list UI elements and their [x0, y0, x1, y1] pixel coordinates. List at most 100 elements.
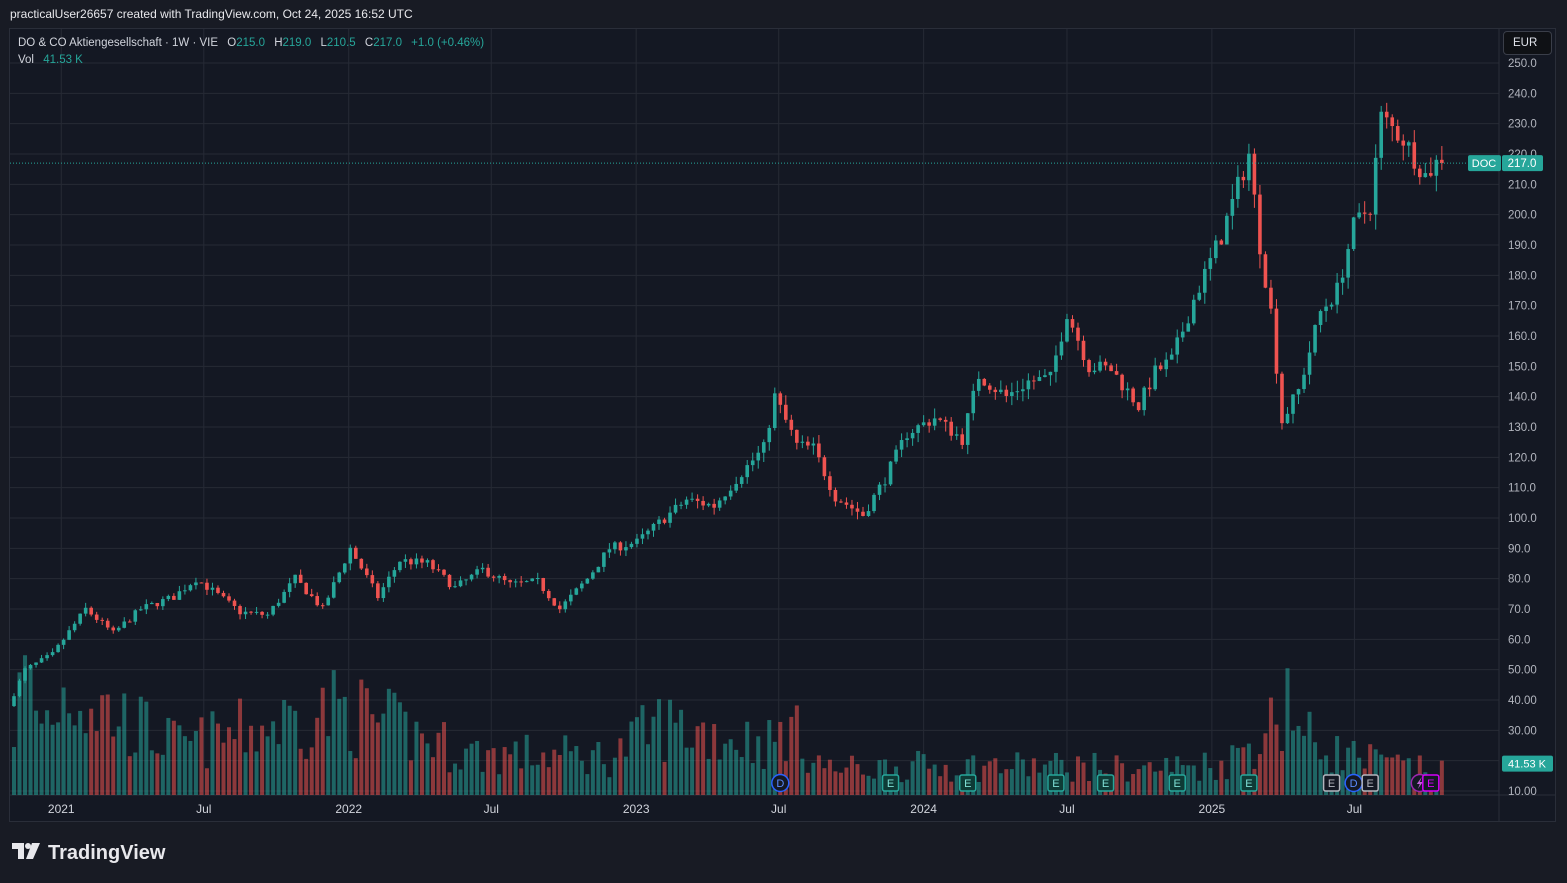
- candle: [61, 638, 66, 650]
- candle-body: [806, 441, 810, 446]
- candle-body: [1440, 159, 1444, 164]
- candle-body: [795, 429, 799, 443]
- candle: [1379, 105, 1384, 170]
- candle-body: [695, 498, 700, 501]
- candle-body: [1180, 331, 1185, 338]
- candlestick-chart[interactable]: 250.0240.0230.0220.0210.0200.0190.0180.0…: [10, 29, 1555, 821]
- candle-body: [177, 591, 182, 600]
- event-marker-e[interactable]: E: [1047, 774, 1065, 792]
- volume-bar: [188, 740, 193, 795]
- candle: [1401, 134, 1406, 161]
- volume-bar: [541, 752, 546, 795]
- candle: [965, 412, 970, 455]
- volume-bar: [756, 736, 761, 795]
- event-marker-e[interactable]: E: [1361, 774, 1379, 792]
- candle: [651, 522, 656, 537]
- candle: [1280, 371, 1284, 430]
- volume-bar: [645, 744, 650, 795]
- volume-label[interactable]: Vol: [18, 54, 34, 66]
- event-marker-e[interactable]: E: [881, 774, 900, 792]
- candle-body: [552, 598, 557, 606]
- event-marker-e[interactable]: E: [1422, 774, 1440, 792]
- tradingview-logo[interactable]: TradingView: [12, 842, 165, 865]
- candle: [712, 498, 716, 515]
- event-marker-e[interactable]: E: [1322, 774, 1341, 792]
- candle-body: [216, 587, 220, 593]
- candle-body: [83, 607, 88, 614]
- candle-body: [1015, 391, 1020, 393]
- candle-body: [464, 579, 468, 581]
- volume-bar: [370, 714, 375, 795]
- candle-body: [894, 449, 898, 462]
- volume-bar: [910, 761, 915, 795]
- candle-body: [172, 595, 176, 600]
- event-marker-d[interactable]: D: [1344, 773, 1363, 793]
- candle: [243, 607, 248, 620]
- candle-body: [833, 489, 838, 502]
- candle: [1032, 375, 1036, 390]
- volume-bar: [116, 726, 121, 795]
- volume-value: 41.53 K: [43, 54, 83, 66]
- chart-panel[interactable]: 250.0 240.0 230.0 220.0 210.0 200.0 190.0 180.0…: [9, 28, 1556, 822]
- candle-body: [205, 582, 209, 590]
- candle-body: [657, 519, 661, 524]
- candle: [629, 541, 634, 549]
- volume-bar: [1318, 759, 1323, 795]
- candle-body: [56, 644, 60, 653]
- volume-bar: [254, 751, 259, 795]
- candle: [1274, 299, 1279, 384]
- candle-body: [1291, 394, 1295, 414]
- event-marker-e[interactable]: E: [1096, 774, 1115, 792]
- symbol-label[interactable]: DO & CO Aktiengesellschaft · 1W · VIE: [18, 37, 219, 49]
- candle-body: [767, 427, 772, 443]
- candle-body: [387, 576, 391, 588]
- volume-bar: [1368, 744, 1373, 795]
- volume-bar: [408, 760, 413, 795]
- candle-body: [574, 588, 579, 595]
- candle: [1373, 144, 1378, 230]
- volume-bar: [1274, 724, 1279, 795]
- volume-bar: [932, 764, 937, 795]
- candle-body: [45, 655, 49, 659]
- candle: [806, 436, 810, 450]
- earnings-marker-label: E: [1245, 778, 1252, 790]
- volume-bar: [1015, 752, 1020, 795]
- volume-bar: [436, 732, 441, 795]
- volume-bar: [1158, 770, 1163, 795]
- event-marker-d[interactable]: D: [771, 773, 790, 793]
- candle-body: [1004, 389, 1009, 396]
- candle-body: [1241, 176, 1246, 181]
- candle-body: [442, 569, 446, 575]
- candle-body: [1169, 354, 1174, 360]
- volume-bar: [232, 739, 237, 795]
- candle: [1368, 212, 1372, 222]
- candle-body: [938, 418, 942, 420]
- candle-body: [1434, 159, 1439, 176]
- candle: [1136, 401, 1141, 412]
- currency-button[interactable]: EUR: [1503, 31, 1552, 55]
- event-marker-e[interactable]: E: [1240, 774, 1258, 792]
- volume-bar: [734, 749, 739, 795]
- candle-body: [1324, 306, 1328, 312]
- volume-bar: [1346, 747, 1351, 795]
- candle: [23, 666, 27, 684]
- event-marker-e[interactable]: E: [958, 774, 977, 792]
- volume-bar: [987, 761, 992, 795]
- volume-bar: [364, 688, 369, 795]
- volume-bar: [1164, 757, 1169, 795]
- candle: [1021, 378, 1025, 402]
- price-tick-label: 40.00: [1508, 695, 1537, 707]
- volume-bar: [375, 722, 380, 795]
- candle-body: [331, 582, 336, 598]
- volume-bar: [480, 771, 485, 795]
- volume-bar: [193, 730, 198, 795]
- candle: [1307, 341, 1312, 385]
- candle-body: [508, 580, 512, 583]
- volume-bar: [1351, 740, 1356, 795]
- candle-body: [987, 385, 992, 390]
- candle: [723, 496, 727, 505]
- candle: [1087, 358, 1091, 377]
- time-tick-label: Jul: [1059, 802, 1074, 816]
- event-marker-e[interactable]: E: [1168, 774, 1186, 792]
- candle: [1158, 362, 1163, 371]
